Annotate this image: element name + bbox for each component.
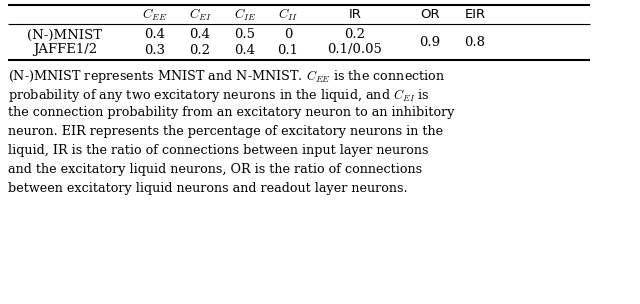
Text: EIR: EIR	[465, 9, 486, 22]
Text: liquid, IR is the ratio of connections between input layer neurons: liquid, IR is the ratio of connections b…	[8, 144, 429, 157]
Text: 0.1/0.05: 0.1/0.05	[328, 43, 383, 57]
Text: 0.4: 0.4	[189, 29, 211, 42]
Text: 0.2: 0.2	[344, 29, 365, 42]
Text: IR: IR	[349, 9, 362, 22]
Text: the connection probability from an excitatory neuron to an inhibitory: the connection probability from an excit…	[8, 106, 454, 119]
Text: 0.5: 0.5	[234, 29, 255, 42]
Text: OR: OR	[420, 9, 440, 22]
Text: 0.4: 0.4	[234, 43, 255, 57]
Text: 0.3: 0.3	[145, 43, 166, 57]
Text: (N-)MNIST represents MNIST and N-MNIST. $C_{EE}$ is the connection: (N-)MNIST represents MNIST and N-MNIST. …	[8, 68, 445, 85]
Text: $C_{II}$: $C_{II}$	[278, 7, 298, 23]
Text: 0.8: 0.8	[465, 36, 486, 49]
Text: neuron. EIR represents the percentage of excitatory neurons in the: neuron. EIR represents the percentage of…	[8, 125, 443, 138]
Text: $C_{IE}$: $C_{IE}$	[234, 7, 256, 23]
Text: 0.1: 0.1	[278, 43, 298, 57]
Text: 0.2: 0.2	[189, 43, 211, 57]
Text: 0: 0	[284, 29, 292, 42]
Text: $C_{EI}$: $C_{EI}$	[189, 7, 211, 23]
Text: probability of any two excitatory neurons in the liquid, and $C_{EI}$ is: probability of any two excitatory neuron…	[8, 87, 429, 104]
Text: (N-)MNIST: (N-)MNIST	[28, 29, 102, 42]
Text: and the excitatory liquid neurons, OR is the ratio of connections: and the excitatory liquid neurons, OR is…	[8, 163, 422, 176]
Text: $C_{EE}$: $C_{EE}$	[142, 7, 168, 23]
Text: between excitatory liquid neurons and readout layer neurons.: between excitatory liquid neurons and re…	[8, 182, 408, 195]
Text: 0.9: 0.9	[419, 36, 440, 49]
Text: JAFFE1/2: JAFFE1/2	[33, 43, 97, 57]
Text: 0.4: 0.4	[145, 29, 166, 42]
